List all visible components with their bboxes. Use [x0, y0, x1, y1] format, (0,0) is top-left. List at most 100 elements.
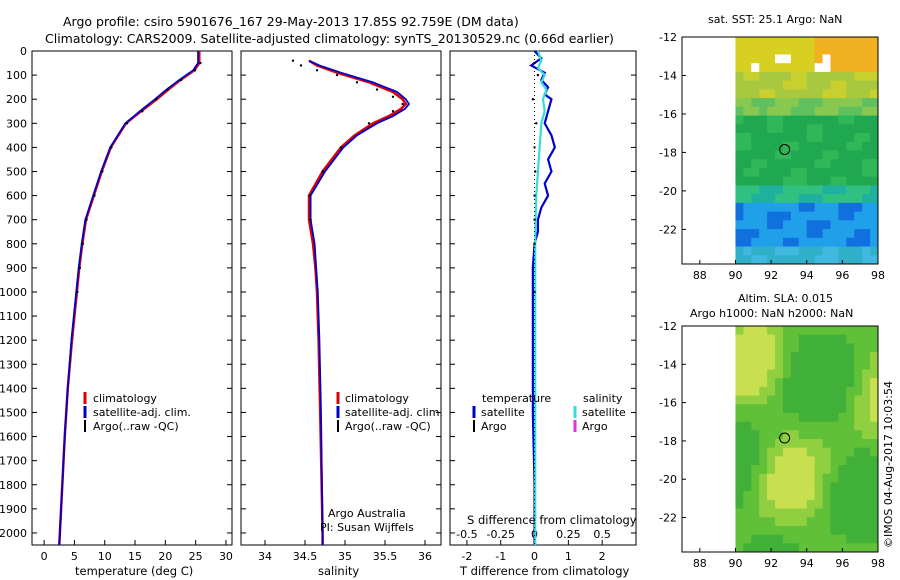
- sla-map-title-2: Argo h1000: NaN h2000: NaN: [690, 307, 853, 320]
- sst-map-cell: [870, 211, 879, 221]
- sla-map-cell: [854, 517, 863, 527]
- sla-map-cell: [782, 508, 792, 518]
- sla-map-cell: [767, 517, 776, 527]
- depth-tick-label: 600: [6, 190, 27, 203]
- sst-map-cell: [870, 98, 879, 108]
- sst-map-cell: [759, 167, 768, 178]
- s-difference-tick-label: 0.25: [556, 528, 581, 541]
- sla-map-cell: [782, 334, 792, 344]
- legend-temp-argo-label: Argo: [481, 420, 507, 433]
- sla-map-cell: [798, 421, 808, 431]
- sla-map-cell: [806, 369, 816, 379]
- sst-map-cell: [838, 202, 847, 213]
- sst-map-cell: [775, 124, 784, 134]
- salinity-argo-point: [391, 110, 395, 113]
- sst-map-cell: [862, 37, 871, 47]
- depth-tick-label: 1000: [0, 286, 27, 299]
- sst-map-cell: [735, 80, 744, 90]
- sla-map-cell: [822, 508, 831, 518]
- sst-map-cell: [862, 106, 871, 117]
- sla-map-cell: [854, 482, 863, 492]
- sla-map-cell: [814, 343, 824, 353]
- sst-map-cell: [790, 237, 800, 248]
- sla-map-cell: [854, 404, 863, 414]
- sst-map-cell: [775, 255, 784, 265]
- sla-map-cell: [822, 334, 831, 344]
- sla-map-cell: [735, 482, 744, 492]
- sla-map-cell: [830, 378, 839, 388]
- sla-map-cell: [854, 534, 863, 544]
- legend-satellite-label: satellite-adj. clim.: [345, 406, 443, 419]
- sst-map-cell: [767, 37, 776, 47]
- sst-map-cell: [798, 185, 808, 195]
- sla-map-cell: [735, 456, 744, 466]
- sla-map-cell: [767, 326, 776, 336]
- sst-map-cell: [798, 220, 808, 230]
- sst-map-cell: [814, 167, 824, 178]
- sla-map-cell: [814, 430, 824, 440]
- sst-map-cell: [870, 141, 879, 151]
- sst-map-cell: [759, 202, 768, 213]
- sla-map-cell: [870, 404, 879, 414]
- salinity-argo-point: [391, 95, 395, 98]
- sst-map-cell: [782, 255, 792, 265]
- sla-map-cell: [870, 395, 879, 405]
- sst-map-cell: [751, 71, 760, 82]
- sla-map-cell: [854, 430, 863, 440]
- sla-map-cell: [838, 404, 847, 414]
- sst-map-cell: [798, 202, 808, 213]
- sla-map-cell: [767, 369, 776, 379]
- sla-lat-tick-label: -22: [659, 512, 677, 525]
- sst-map-cell: [862, 194, 871, 204]
- sst-map-cell: [743, 159, 752, 169]
- depth-tick-label: 1200: [0, 334, 27, 347]
- sst-map-cell: [782, 159, 792, 169]
- sla-map-cell: [814, 482, 824, 492]
- sst-map-cell: [830, 106, 839, 117]
- sla-map-cell: [743, 534, 752, 544]
- sst-map-cell: [782, 80, 792, 90]
- sla-map-cell: [846, 421, 855, 431]
- sla-map-cell: [735, 326, 744, 336]
- credit-text: ©IMOS 04-Aug-2017 10:03:54: [882, 381, 895, 548]
- sst-map-cell: [798, 150, 808, 160]
- sst-map-cell: [782, 98, 792, 108]
- sla-map-cell: [798, 412, 808, 423]
- sst-map-cell: [854, 141, 863, 151]
- sla-map-cell: [735, 369, 744, 379]
- temperature-argo-point: [199, 61, 202, 65]
- sst-map-cell: [759, 246, 768, 256]
- depth-tick-label: 500: [6, 165, 27, 178]
- sla-map-cell: [822, 378, 831, 388]
- sst-map-cell: [806, 89, 816, 99]
- sla-map-cell: [830, 421, 839, 431]
- salinity-xlabel: salinity: [318, 564, 359, 578]
- sst-map-cell: [798, 211, 808, 221]
- sst-map-cell: [743, 220, 752, 230]
- sst-map-cell: [790, 124, 800, 134]
- sst-map-cell: [862, 71, 871, 82]
- sst-map-cell: [743, 115, 752, 125]
- sla-map-cell: [790, 525, 800, 536]
- sla-lat-tick-label: -20: [659, 473, 677, 486]
- sla-map-cell: [822, 352, 831, 362]
- sla-map-cell: [790, 499, 800, 510]
- sst-map-cell: [759, 194, 768, 204]
- sla-map-cell: [854, 465, 863, 475]
- sst-map-cell: [735, 237, 744, 248]
- sst-map-cell: [751, 45, 760, 55]
- sst-map-cell: [751, 124, 760, 134]
- sla-map-cell: [830, 465, 839, 475]
- sst-map-cell: [790, 37, 800, 47]
- sst-map-cell: [735, 133, 744, 143]
- sst-map-cell: [862, 141, 871, 151]
- sla-map-cell: [814, 326, 824, 336]
- sst-map-cell: [838, 194, 847, 204]
- sla-map-cell: [735, 334, 744, 344]
- sst-map-cell: [751, 37, 760, 47]
- sla-map-cell: [751, 395, 760, 405]
- sst-map-cell: [854, 37, 863, 47]
- sst-map-cell: [743, 98, 752, 108]
- sla-map-cell: [775, 447, 784, 457]
- sst-map-cell: [854, 71, 863, 82]
